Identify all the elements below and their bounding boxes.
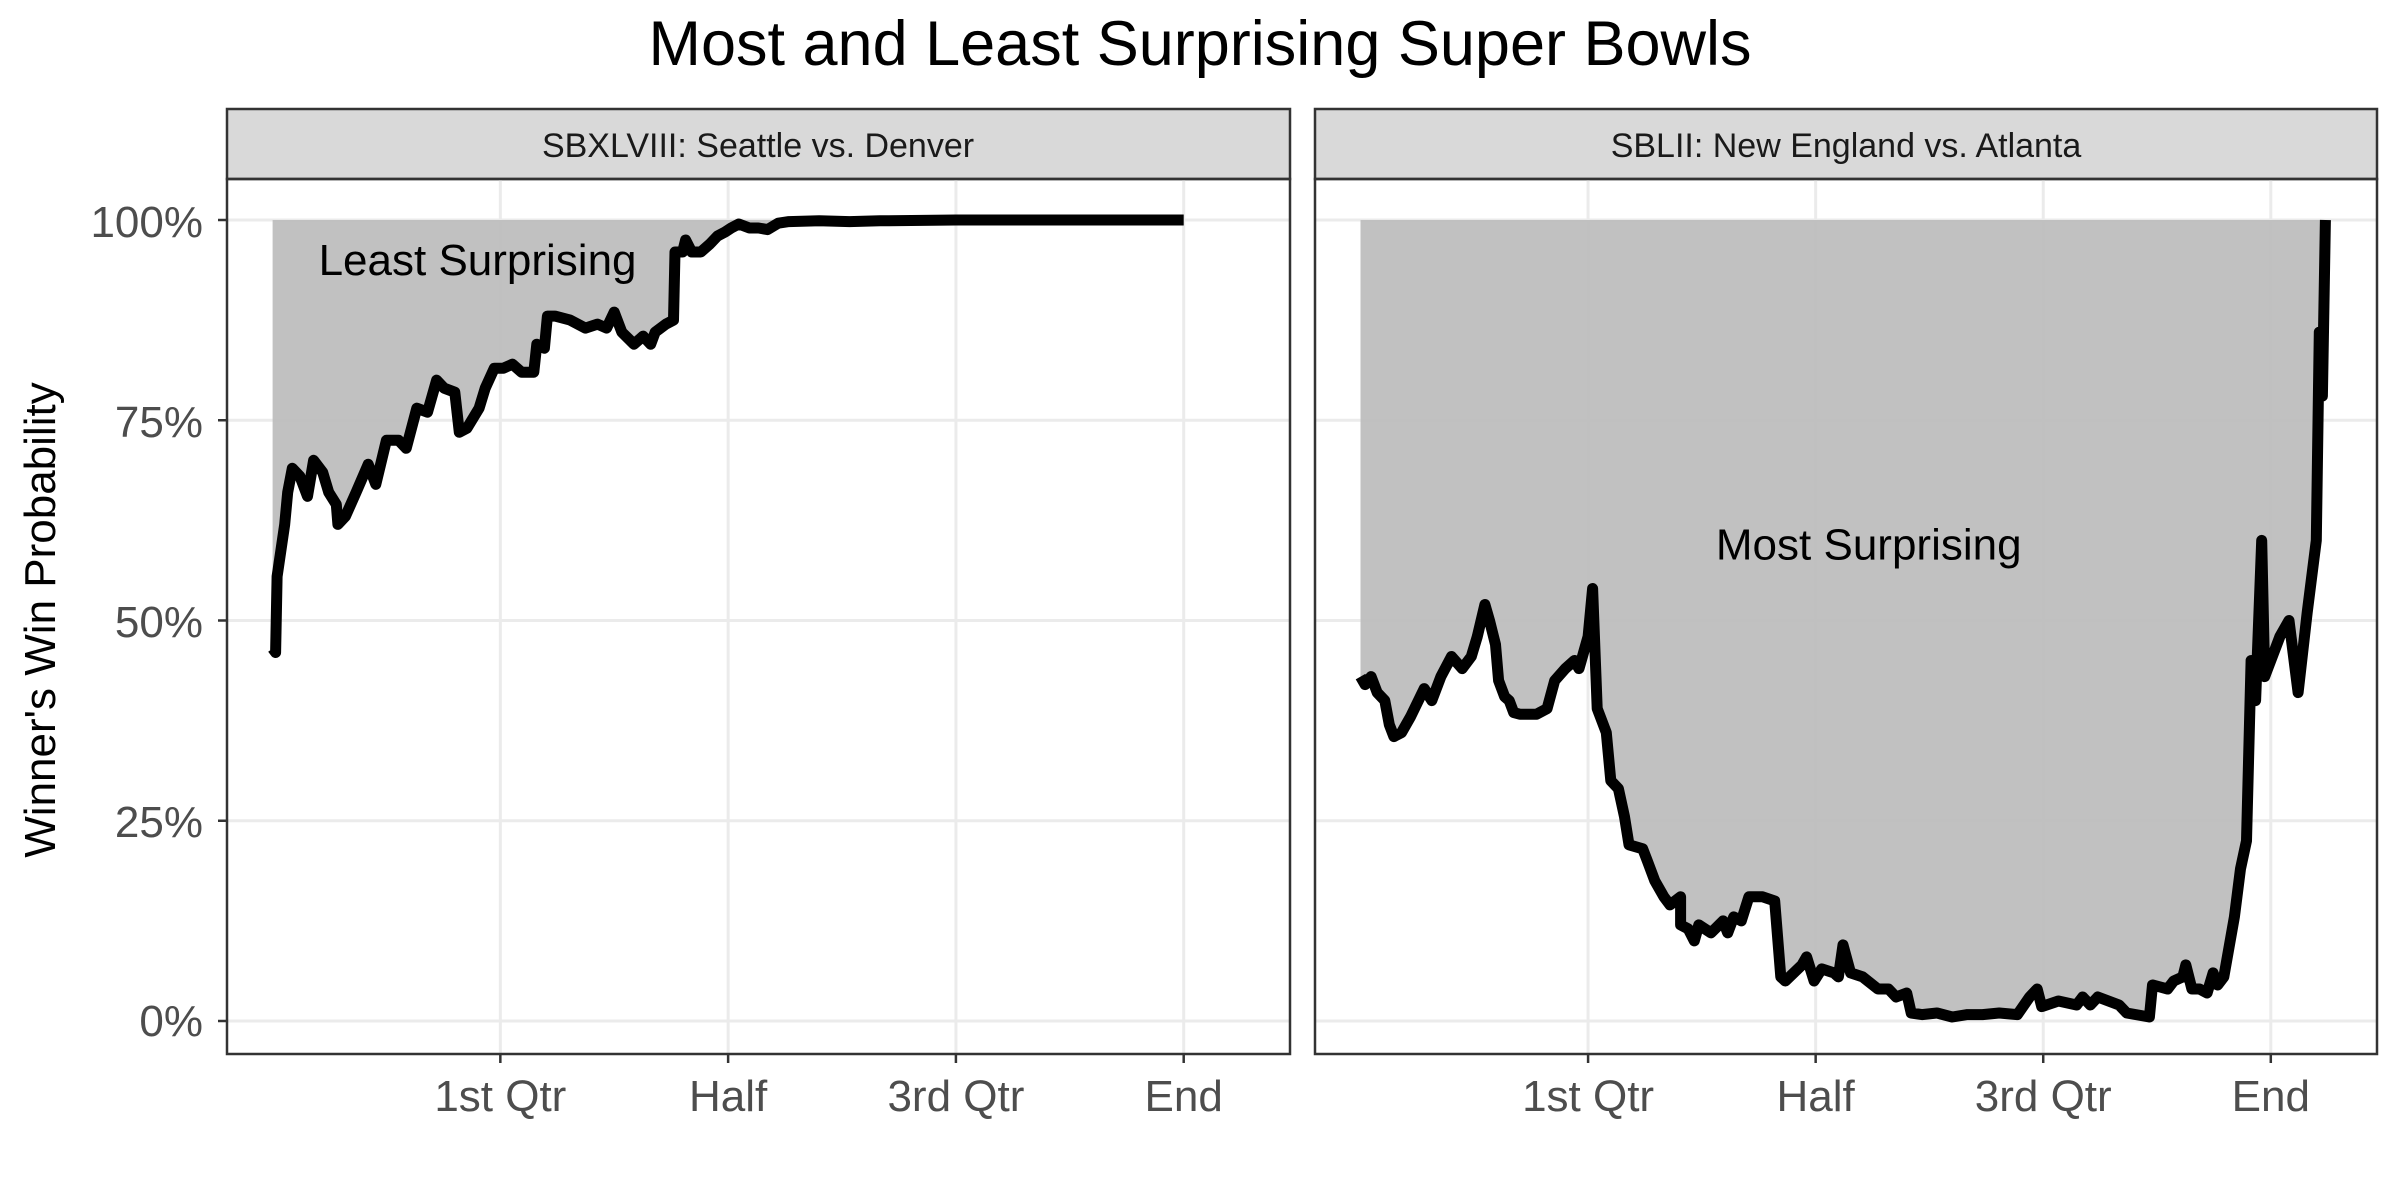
x-tick-label: 3rd Qtr [887, 1072, 1024, 1121]
y-tick-label-75: 75% [115, 398, 203, 447]
panel-new-england-atlanta: SBLII: New England vs. Atlanta Most Surp… [1313, 107, 2379, 1121]
y-tick-label-25: 25% [115, 798, 203, 847]
panel-seattle-denver: SBXLVIII: Seattle vs. Denver Least Surpr… [218, 107, 1292, 1121]
panel-border [225, 177, 1292, 1056]
win-probability-series [268, 214, 1184, 658]
x-tick-label: End [2232, 1072, 2310, 1121]
x-tick-label: End [1145, 1072, 1223, 1121]
y-tick-label-50: 50% [115, 598, 203, 647]
strip-label: SBLII: New England vs. Atlanta [1611, 127, 2082, 165]
x-tick-label: Half [1777, 1072, 1856, 1121]
x-tick-label: 1st Qtr [434, 1072, 566, 1121]
y-axis-title: Winner's Win Probability [16, 382, 65, 857]
win-probability-series [1355, 219, 2331, 1023]
panel-annotation: Least Surprising [319, 236, 637, 285]
y-axis-tick-labels: 100% 75% 50% 25% 0% [90, 198, 203, 1046]
x-axis-tick-labels: 1st Qtr Half 3rd Qtr End [434, 1054, 1223, 1121]
x-tick-label: 3rd Qtr [1975, 1072, 2112, 1121]
panel-annotation: Most Surprising [1716, 520, 2022, 569]
y-tick-label-100: 100% [90, 198, 203, 247]
x-tick-label: Half [689, 1072, 768, 1121]
y-tick-label-0: 0% [139, 997, 203, 1046]
x-tick-label: 1st Qtr [1522, 1072, 1654, 1121]
strip-background [225, 107, 1292, 181]
surprise-area [272, 220, 1184, 653]
panel-border [1313, 177, 2379, 1056]
strip-label: SBXLVIII: Seattle vs. Denver [542, 127, 974, 165]
win-probability-line [268, 214, 1184, 658]
surprise-area [1360, 220, 2326, 1017]
chart-title: Most and Least Surprising Super Bowls [648, 9, 1751, 79]
x-axis-tick-labels: 1st Qtr Half 3rd Qtr End [1522, 1054, 2310, 1121]
win-probability-line [1355, 219, 2331, 1023]
strip-background [1313, 107, 2379, 181]
